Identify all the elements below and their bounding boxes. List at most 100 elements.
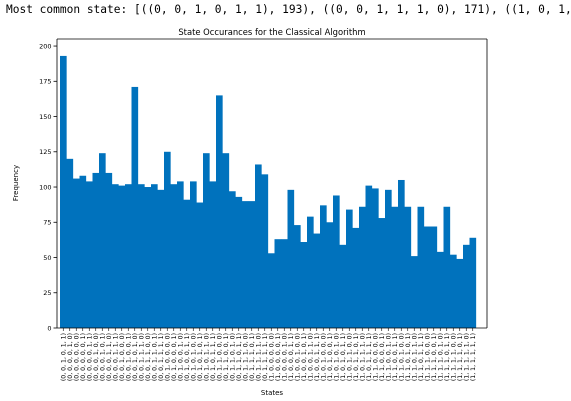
bar-42 [333,195,340,328]
bar-26 [229,191,236,328]
bar-63 [469,237,477,328]
bar-38 [307,216,314,328]
x-tick-label-26: (0, 1, 1, 0, 1, 0) [229,333,236,381]
bar-10 [125,184,132,328]
y-tick-label-4: 100 [39,183,51,191]
x-tick-label-38: (1, 0, 0, 1, 1, 0) [307,333,314,381]
y-axis-ticks: 0 25 50 75 100 125 150 175 200 [39,42,57,332]
bar-44 [346,209,353,328]
bar-34 [281,239,288,328]
x-tick-label-0: (0, 0, 1, 0, 1, 1) [60,333,67,381]
x-tick-label-23: (0, 1, 0, 1, 1, 1) [210,333,217,381]
bar-56 [424,226,431,328]
x-tick-label-3: (0, 0, 0, 0, 0, 1) [80,333,87,381]
bar-9 [118,185,126,328]
bar-19 [183,199,191,328]
x-tick-label-51: (1, 1, 0, 0, 1, 1) [392,333,399,381]
bar-35 [287,189,295,328]
x-tick-label-60: (1, 1, 1, 1, 0, 0) [450,333,457,381]
x-tick-label-28: (0, 1, 1, 1, 0, 0) [242,333,249,381]
bar-46 [359,206,366,328]
x-tick-label-20: (0, 1, 0, 1, 0, 0) [190,333,197,381]
bar-5 [92,172,100,328]
x-tick-label-55: (1, 1, 0, 1, 1, 1) [418,333,425,381]
x-tick-label-10: (0, 0, 1, 0, 0, 1) [125,333,132,381]
x-tick-label-50: (1, 1, 0, 0, 1, 0) [385,333,392,381]
x-tick-label-52: (1, 1, 0, 1, 0, 0) [398,333,405,381]
x-tick-label-22: (0, 1, 0, 1, 1, 0) [203,333,210,381]
x-tick-label-13: (0, 0, 1, 1, 0, 0) [145,333,152,381]
x-tick-label-34: (1, 0, 0, 0, 1, 0) [281,333,288,381]
bar-50 [385,189,392,328]
bar-60 [450,254,457,328]
y-tick-label-8: 200 [39,42,51,50]
x-tick-label-46: (1, 0, 1, 1, 1, 0) [359,333,366,381]
bar-37 [300,242,308,328]
bar-59 [443,206,451,328]
x-tick-label-19: (0, 1, 0, 0, 1, 1) [184,333,191,381]
bar-36 [294,225,301,328]
x-tick-label-1: (0, 0, 0, 0, 1, 0) [67,333,74,381]
x-tick-label-16: (0, 1, 0, 0, 0, 0) [164,333,171,381]
bar-32 [268,253,275,328]
x-tick-label-18: (0, 1, 0, 0, 1, 0) [177,333,184,381]
bar-54 [411,256,418,328]
bar-27 [235,196,243,328]
x-tick-label-14: (0, 0, 1, 1, 0, 1) [151,333,158,381]
x-tick-label-62: (1, 1, 1, 1, 1, 0) [463,333,470,381]
bar-25 [222,153,230,328]
x-tick-label-49: (1, 1, 0, 0, 0, 1) [379,333,386,381]
x-tick-label-42: (1, 0, 1, 0, 1, 0) [333,333,340,381]
x-tick-label-15: (0, 0, 1, 1, 1, 1) [158,333,165,381]
x-tick-label-29: (0, 1, 1, 1, 0, 1) [249,333,256,381]
bar-0 [60,55,67,329]
x-tick-label-53: (1, 1, 0, 1, 0, 1) [405,333,412,381]
x-tick-label-30: (0, 1, 1, 1, 1, 0) [255,333,262,381]
x-tick-label-6: (0, 0, 0, 1, 0, 1) [99,333,106,381]
bar-12 [138,184,145,328]
x-tick-label-17: (0, 1, 0, 0, 0, 1) [171,333,178,381]
x-tick-label-35: (1, 0, 0, 0, 1, 1) [288,333,295,381]
y-tick-label-5: 125 [39,148,51,156]
bar-40 [320,205,327,328]
x-axis-ticks: (0, 0, 1, 0, 1, 1) (0, 0, 0, 0, 1, 0) (0, … [60,328,477,381]
bar-39 [313,233,321,328]
bar-61 [456,258,464,328]
bar-17 [170,184,178,328]
x-tick-label-40: (1, 0, 1, 0, 0, 0) [320,333,327,381]
x-tick-label-59: (1, 1, 1, 0, 1, 1) [444,333,451,381]
x-tick-label-33: (1, 0, 0, 0, 0, 1) [275,333,282,381]
x-tick-label-47: (1, 0, 1, 1, 1, 1) [366,333,373,381]
x-tick-label-27: (0, 1, 1, 0, 1, 1) [236,333,243,381]
bar-3 [79,175,87,328]
y-tick-label-6: 150 [39,113,51,121]
y-axis-label: Frequency [12,165,20,201]
y-tick-label-2: 50 [43,254,51,262]
bar-51 [391,206,399,328]
x-tick-label-57: (1, 1, 1, 0, 0, 1) [431,333,438,381]
x-tick-label-61: (1, 1, 1, 1, 0, 1) [457,333,464,381]
bar-43 [339,244,347,328]
bar-52 [398,179,405,328]
most-common-state-output: Most common state: [((0, 0, 1, 0, 1, 1),… [6,3,571,16]
x-tick-label-48: (1, 1, 0, 0, 0, 0) [372,333,379,381]
x-tick-label-32: (1, 0, 0, 0, 0, 0) [268,333,275,381]
y-tick-label-7: 175 [39,78,51,86]
bar-2 [73,178,80,328]
x-tick-label-25: (0, 1, 1, 0, 0, 1) [223,333,230,381]
x-tick-label-54: (1, 1, 0, 1, 1, 0) [411,333,418,381]
bar-45 [352,227,360,328]
bar-47 [365,185,373,328]
bar-31 [261,174,269,328]
x-tick-label-41: (1, 0, 1, 0, 0, 1) [327,333,334,381]
x-tick-label-9: (0, 0, 1, 0, 0, 0) [119,333,126,381]
x-tick-label-7: (0, 0, 0, 1, 1, 0) [106,333,113,381]
bar-48 [372,188,379,328]
x-tick-label-11: (0, 0, 1, 0, 1, 0) [132,333,139,381]
bar-6 [99,153,106,328]
bar-21 [196,202,204,328]
bar-23 [209,181,217,328]
x-tick-label-37: (1, 0, 0, 1, 0, 1) [301,333,308,381]
x-tick-label-44: (1, 0, 1, 1, 0, 0) [346,333,353,381]
bar-49 [378,218,386,328]
